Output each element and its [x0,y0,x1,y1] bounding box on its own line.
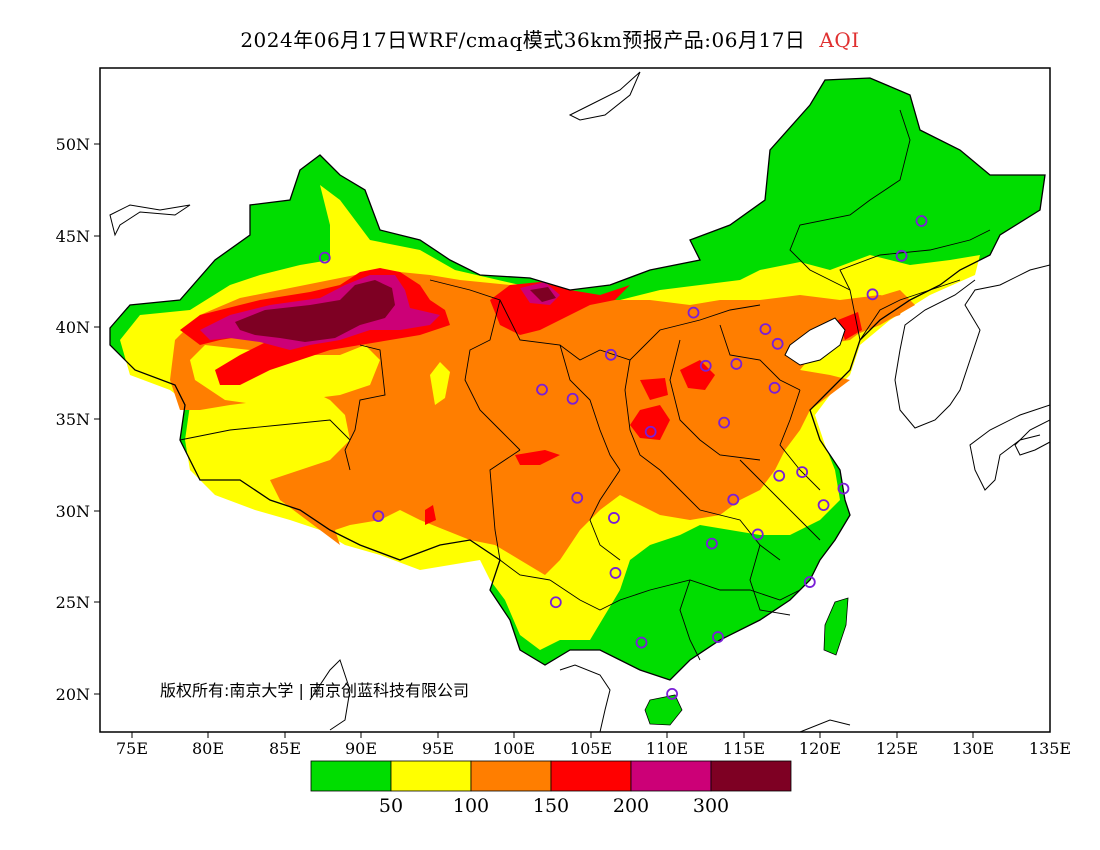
region-red-central2 [630,405,670,440]
station-marker [718,416,731,429]
station-marker [866,288,879,301]
legend-label: 150 [533,795,569,817]
lon-tick-label: 125E [876,739,918,758]
legend-label: 100 [453,795,489,817]
station-marker [759,323,772,336]
lon-axis: 75E 80E 85E 90E 95E 100E 105E 110E 115E … [116,732,1071,758]
station-marker [771,337,784,350]
legend-label: 50 [379,795,403,817]
lon-tick-label: 130E [952,739,994,758]
region-orange-ne [850,290,915,335]
station-marker [837,482,850,495]
province-borders [179,109,991,661]
region-orange [170,270,905,575]
lat-tick-label: 50N [56,135,90,154]
station-marker [751,528,764,541]
station-marker [803,576,816,588]
station-marker [635,636,648,649]
station-marker [687,306,700,319]
lat-tick-label: 45N [56,227,90,246]
legend-swatch [550,760,632,792]
lon-tick-label: 120E [799,739,841,758]
lon-tick-label: 80E [192,739,224,758]
station-marker [796,466,809,479]
station-marker [372,510,385,522]
legend-label: 200 [613,795,649,817]
lat-tick-label: 20N [56,685,90,704]
title-main: 2024年06月17日WRF/cmaq模式36km预报产品:06月17日 [240,28,806,52]
station-markers [318,215,928,700]
map-area [100,68,1050,732]
copyright-text: 版权所有:南京大学 | 南京创蓝科技有限公司 [160,681,469,700]
hainan [644,694,683,726]
station-marker [644,425,657,438]
region-maroon [235,280,395,342]
station-marker [566,392,579,405]
region-red-east [680,360,715,390]
station-marker [730,358,743,370]
station-marker [705,537,718,550]
lon-tick-label: 135E [1029,739,1071,758]
legend-label: 300 [693,795,729,817]
lon-tick-label: 105E [570,739,612,758]
bohai-sea [784,317,846,366]
station-marker [915,215,928,227]
station-marker [712,631,724,643]
legend-swatch [710,760,792,792]
lat-tick-label: 25N [56,593,90,612]
legend-swatch [390,760,472,792]
station-marker [773,469,786,482]
lon-tick-label: 95E [422,739,454,758]
legend-swatch [470,760,552,792]
legend-swatch [630,760,712,792]
lon-tick-label: 110E [646,739,688,758]
neighbor-coastlines [109,71,1050,732]
legend-swatch [310,760,392,792]
region-red-tibet [425,505,436,525]
map-title: 2024年06月17日WRF/cmaq模式36km预报产品:06月17日 AQI [0,24,1100,53]
station-marker [608,512,620,524]
map-frame [99,67,1051,733]
region-yellow-spot [430,362,450,405]
station-marker [895,249,908,262]
station-marker [604,348,617,361]
lon-tick-label: 100E [493,739,535,758]
taiwan [823,597,849,656]
lon-tick-label: 115E [723,739,765,758]
lat-axis: 50N 45N 40N 35N 30N 25N 20N [56,135,100,704]
lon-tick-label: 75E [116,739,148,758]
station-marker [699,359,712,372]
lat-tick-label: 35N [56,410,90,429]
china-outline [109,77,1046,681]
station-marker [536,383,548,396]
region-red-sichuan [515,450,560,465]
region-maroon-north [530,287,556,302]
station-marker [571,491,584,504]
lon-tick-label: 85E [269,739,301,758]
lat-tick-label: 40N [56,318,90,337]
station-marker [666,688,678,700]
lon-tick-label: 90E [345,739,377,758]
station-marker [817,499,830,512]
station-marker [318,251,331,264]
lat-tick-label: 30N [56,502,90,521]
station-marker [609,567,622,579]
station-marker [768,381,781,394]
title-product: AQI [819,28,860,52]
station-marker [727,493,740,506]
aqi-legend: 50 100 150 200 300 [310,760,792,817]
station-marker [549,596,562,609]
region-red-central [640,378,668,400]
